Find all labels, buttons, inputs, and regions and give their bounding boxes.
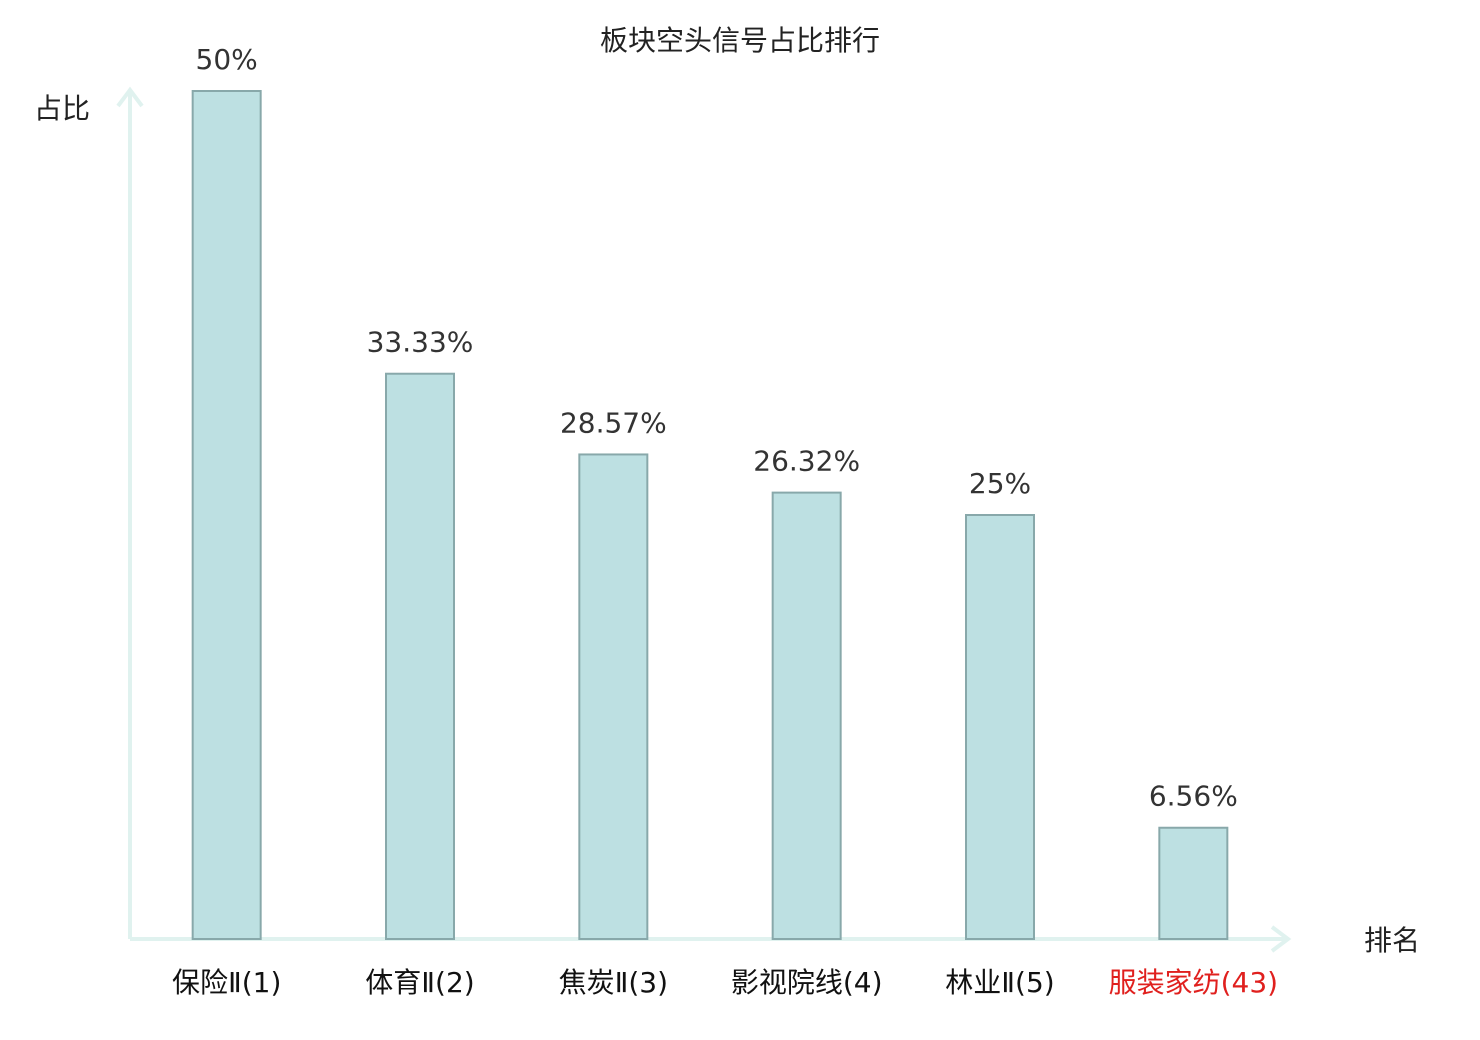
chart-title: 板块空头信号占比排行 — [600, 24, 880, 57]
bar — [385, 372, 455, 940]
value-label: 50% — [196, 43, 258, 76]
bar — [191, 90, 262, 940]
bar — [771, 491, 842, 940]
bar — [965, 514, 1035, 940]
x-tick-label: 保险Ⅱ(1) — [172, 966, 281, 999]
value-label: 33.33% — [367, 326, 474, 359]
value-label: 26.32% — [753, 445, 860, 478]
x-tick-label: 体育Ⅱ(2) — [365, 966, 474, 999]
bar — [1158, 826, 1229, 940]
x-tick-label: 影视院线(4) — [731, 966, 883, 999]
y-axis-label: 占比 — [34, 92, 90, 125]
x-tick-label: 焦炭Ⅱ(3) — [559, 966, 668, 999]
x-tick-label: 林业Ⅱ(5) — [945, 966, 1054, 999]
x-axis-label: 排名 — [1364, 924, 1420, 957]
value-label: 25% — [969, 467, 1031, 500]
value-label: 6.56% — [1149, 780, 1238, 813]
x-tick-label: 服装家纺(43) — [1109, 966, 1278, 999]
bar — [578, 453, 649, 940]
value-label: 28.57% — [560, 406, 667, 439]
x-axis — [130, 925, 1292, 953]
y-axis — [116, 86, 144, 939]
